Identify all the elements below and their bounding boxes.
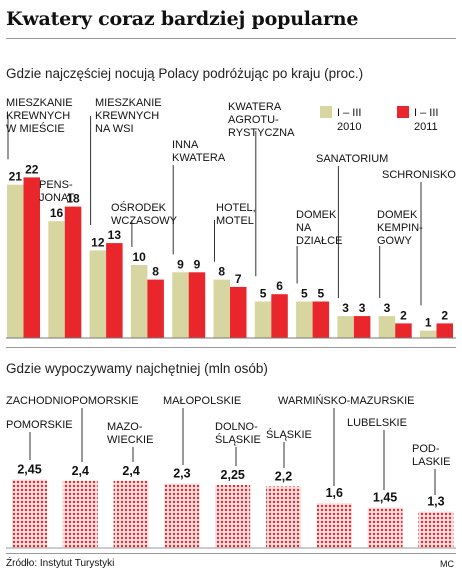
bar-zachodniopomorskie [62, 480, 98, 548]
value-label-2011-pensjonat: 18 [66, 192, 80, 206]
category-label-sanatorium: SANATORIUM [316, 153, 388, 165]
value-label-podlaskie: 1,3 [427, 495, 444, 509]
bar-pomorskie [12, 479, 47, 548]
value-label-mazowieckie: 2,4 [122, 464, 139, 478]
region-label-podlaskie: POD-LASKIE [412, 443, 451, 468]
value-label-2010-osrodek-wczasowy: 10 [132, 250, 146, 264]
bar-slaskie [266, 486, 301, 548]
value-label-slaskie: 2,2 [275, 469, 292, 483]
value-label-2011-hotel-motel: 7 [235, 272, 242, 286]
value-label-2010-domek-na-dzialce: 5 [301, 287, 308, 301]
category-label-hotel-motel: HOTEL, MOTEL [216, 202, 256, 227]
bar-2011-sanatorium [353, 316, 371, 338]
value-label-2010-schronisko: 1 [425, 316, 432, 330]
value-label-warminsko-mazurskie: 1,6 [326, 486, 343, 500]
value-label-2011-osrodek-wczasowy: 8 [152, 265, 159, 279]
value-label-2011-sanatorium: 3 [359, 301, 366, 315]
bar-2010-mieszkanie-krewnych-na-wsi [89, 250, 107, 338]
bar-dolnoslaskie [215, 485, 251, 548]
bar-lubelskie [367, 507, 403, 548]
value-label-2010-mieszkanie-krewnych-na-wsi: 12 [91, 235, 105, 249]
bar-2010-sanatorium [337, 316, 354, 338]
legend-label-2010: I – III 2010 [337, 107, 361, 133]
bar-2010-osrodek-wczasowy [130, 265, 148, 338]
value-label-lubelskie: 1,45 [373, 490, 397, 504]
chart-1-title: Gdzie najczęściej nocują Polacy podróżuj… [6, 66, 364, 81]
region-label-pomorskie: POMORSKIE [6, 419, 73, 431]
category-label-mieszkanie-krewnych-na-wsi: MIESZKANIE KREWNYCH NA WSI [95, 97, 162, 135]
bar-2011-osrodek-wczasowy [147, 279, 164, 338]
bar-2011-kwatera-agroturystyczna [271, 294, 288, 338]
region-label-warminsko-mazurskie: WARMIŃSKO-MAZURSKIE [278, 394, 415, 407]
bar-2011-mieszkanie-krewnych-na-wsi [106, 243, 123, 338]
region-label-malopolskie: MAŁOPOLSKIE [163, 395, 241, 407]
bar-2010-kwatera-agroturystyczna [254, 301, 272, 338]
bar-2011-domek-kempingowy [395, 323, 412, 338]
value-label-2011-domek-na-dzialce: 5 [318, 287, 325, 301]
bar-2010-mieszkanie-krewnych-w-miescie [7, 184, 24, 338]
category-label-domek-kempingowy: DOMEK KEMPIN-GOWY [377, 209, 423, 247]
bar-2011-inna-kwatera [188, 272, 206, 338]
footer-divider [6, 553, 456, 554]
value-label-2010-inna-kwatera: 9 [177, 257, 184, 271]
value-label-2011-schronisko: 2 [441, 308, 448, 322]
bar-2010-domek-na-dzialce [296, 301, 313, 338]
bar-malopolskie [164, 483, 200, 548]
value-label-zachodniopomorskie: 2,4 [72, 464, 89, 478]
bar-mazowieckie [113, 480, 149, 548]
value-label-2010-domek-kempingowy: 3 [384, 301, 391, 315]
region-label-mazowieckie: MAZO-WIECKIE [107, 421, 153, 446]
bar-warminsko-mazurskie [316, 503, 352, 548]
legend-swatch-2010 [320, 106, 332, 118]
source-note: Źródło: Instytut Turystyki [6, 558, 115, 569]
region-label-zachodniopomorskie: ZACHODNIOPOMORSKIE [6, 395, 139, 407]
bar-2011-schronisko [436, 323, 453, 338]
value-label-malopolskie: 2,3 [173, 467, 190, 481]
chart-2-title: Gdzie wypoczywamy najchętniej (mln osób) [6, 361, 268, 376]
value-label-2011-mieszkanie-krewnych-w-miescie: 22 [25, 162, 39, 176]
value-label-2010-pensjonat: 16 [50, 206, 64, 220]
category-label-inna-kwatera: INNA KWATERA [172, 139, 226, 164]
category-label-domek-na-dzialce: DOMEK NA DZIAŁCE [296, 209, 342, 247]
value-label-pomorskie: 2,45 [17, 462, 41, 476]
value-label-dolnoslaskie: 2,25 [221, 468, 245, 482]
value-label-2010-kwatera-agroturystyczna: 5 [260, 287, 267, 301]
title-divider [6, 38, 456, 39]
category-label-kwatera-agroturystyczna: KWATERA AGROTU-RYSTYCZNA [228, 101, 295, 139]
bar-podlaskie [418, 511, 454, 548]
bar-2010-schronisko [420, 330, 437, 338]
legend-swatch-2011 [397, 106, 409, 118]
value-label-2011-mieszkanie-krewnych-na-wsi: 13 [108, 228, 122, 242]
value-label-2010-sanatorium: 3 [342, 301, 349, 315]
page-title: Kwatery coraz bardziej popularne [6, 8, 359, 30]
bar-2010-domek-kempingowy [378, 316, 396, 338]
category-label-schronisko: SCHRONISKO [382, 169, 456, 181]
region-label-lubelskie: LUBELSKIE [347, 417, 407, 429]
value-label-2010-mieszkanie-krewnych-w-miescie: 21 [9, 170, 23, 184]
bar-2011-hotel-motel [230, 286, 247, 338]
category-label-mieszkanie-krewnych-w-miescie: MIESZKANIE KREWNYCH W MIEŚCIE [6, 97, 73, 135]
category-label-pensjonat: PENS-JONAT [39, 179, 75, 204]
value-label-2010-hotel-motel: 8 [218, 265, 225, 279]
bar-2010-pensjonat [48, 221, 65, 338]
legend-label-2011: I – III 2011 [414, 107, 438, 133]
region-label-dolnoslaskie: DOLNO-ŚLĄSKIE [215, 421, 261, 446]
value-label-2011-kwatera-agroturystyczna: 6 [276, 279, 283, 293]
credit-note: MC [440, 559, 454, 569]
bar-2010-inna-kwatera [172, 272, 189, 338]
bar-2010-hotel-motel [213, 279, 230, 338]
category-label-osrodek-wczasowy: OŚRODEK WCZASOWY [111, 201, 178, 227]
bar-2011-pensjonat [64, 206, 82, 338]
value-label-2011-domek-kempingowy: 2 [400, 308, 407, 322]
bar-2011-mieszkanie-krewnych-w-miescie [23, 177, 40, 338]
value-label-2011-inna-kwatera: 9 [194, 257, 201, 271]
region-label-slaskie: ŚLĄSKIE [266, 428, 312, 441]
bar-2011-domek-na-dzialce [312, 301, 330, 338]
section-divider [6, 347, 456, 348]
